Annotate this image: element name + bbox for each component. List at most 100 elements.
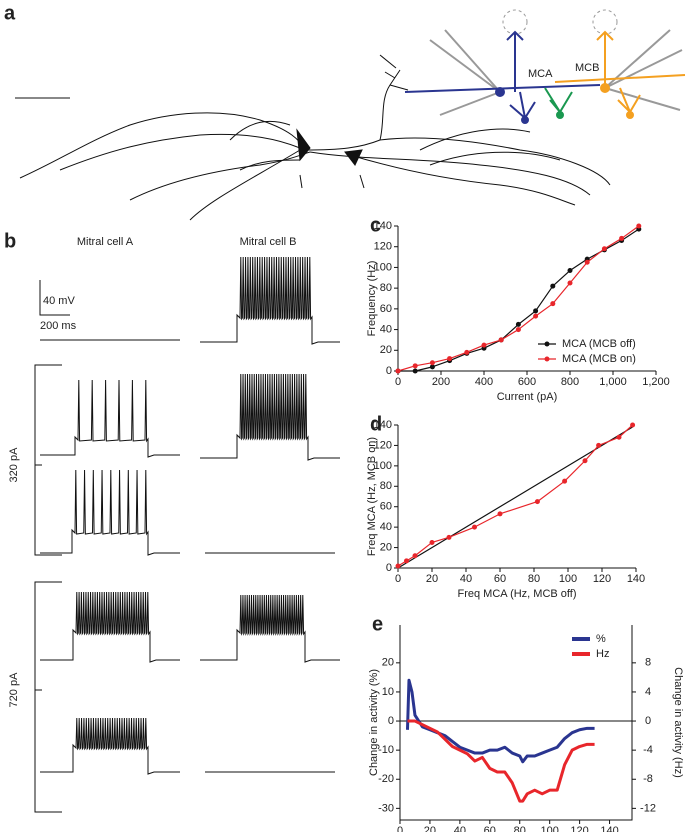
legend-label: MCA (MCB off)	[562, 338, 636, 350]
scale-bar	[39, 280, 70, 316]
data-point	[534, 499, 540, 505]
y-tick-label: 120	[374, 241, 392, 253]
x-axis-label: Current (pA)	[497, 391, 558, 403]
charts: c0 200 400 600 800 1,000 1,2000204060801001201…	[366, 214, 684, 832]
y-tick-label: 40	[380, 323, 392, 335]
x-tick-label: 800	[561, 376, 579, 388]
y-tick-label: 10	[382, 686, 394, 698]
y2-tick-label: 0	[645, 715, 651, 727]
y-tick-label: -10	[378, 744, 394, 756]
y-tick-label: 100	[374, 460, 392, 472]
y-tick-label: 140	[374, 419, 392, 431]
data-point	[596, 442, 602, 448]
x-tick-label: 0	[397, 825, 403, 832]
y2-tick-label: 8	[645, 657, 651, 669]
trace	[40, 379, 180, 458]
data-point	[562, 478, 568, 484]
data-point	[584, 259, 590, 265]
legend-label: MCA (MCB on)	[562, 353, 636, 365]
legend-label: Hz	[596, 648, 609, 660]
x-tick-label: 140	[627, 573, 645, 585]
y-tick-label: 20	[382, 657, 394, 669]
y2-tick-label: -12	[640, 802, 656, 814]
y2-tick-label: 4	[645, 686, 651, 698]
panel-letter: d	[370, 413, 382, 435]
y-tick-label: 60	[380, 501, 392, 513]
y-tick-label: 80	[380, 480, 392, 492]
x-tick-label: 400	[475, 376, 493, 388]
data-line	[405, 678, 595, 764]
x-axis-label: Freq MCA (Hz, MCB off)	[458, 588, 577, 600]
bracket	[34, 581, 62, 813]
y-tick-label: 40	[380, 521, 392, 533]
data-point	[636, 223, 642, 229]
x-tick-label: 120	[570, 825, 588, 832]
data-point	[429, 360, 435, 366]
scale-label: 200 ms	[40, 320, 77, 332]
data-point	[446, 534, 452, 540]
scale-label: 40 mV	[43, 295, 75, 307]
y-tick-label: -30	[378, 802, 394, 814]
data-line	[397, 426, 633, 569]
current-label: 320 pA	[8, 447, 20, 483]
y-tick-label: 60	[380, 303, 392, 315]
data-point	[429, 364, 435, 370]
y-tick-label: 120	[374, 439, 392, 451]
neuron-drawing	[19, 54, 611, 221]
x-tick-label: 80	[528, 573, 540, 585]
x-tick-label: 0	[395, 376, 401, 388]
trace	[200, 373, 340, 461]
data-point	[630, 422, 636, 428]
data-line	[407, 719, 595, 803]
axis	[399, 625, 633, 821]
y-axis-label: Freq MCA (Hz, MCB on)	[366, 437, 378, 556]
data-point	[412, 368, 418, 374]
y-tick-label: 100	[374, 261, 392, 273]
legend-marker	[544, 341, 550, 347]
x-tick-label: 60	[494, 573, 506, 585]
y-axis-label: Frequency (Hz)	[366, 261, 378, 337]
x-tick-label: 20	[426, 573, 438, 585]
data-point	[533, 313, 539, 319]
data-point	[616, 434, 622, 440]
schematic	[404, 9, 686, 124]
trace	[40, 591, 180, 663]
column-title: Mitral cell A	[77, 236, 134, 248]
bracket	[34, 364, 62, 556]
x-tick-label: 100	[540, 825, 558, 832]
y-axis-label: Change in activity (%)	[368, 669, 380, 776]
data-point	[582, 458, 588, 464]
x-tick-label: 80	[514, 825, 526, 832]
x-tick-label: 120	[593, 573, 611, 585]
y-tick-label: 20	[380, 541, 392, 553]
data-point	[472, 524, 477, 530]
x-tick-label: 100	[559, 573, 577, 585]
data-point	[395, 563, 401, 569]
data-point	[395, 368, 401, 374]
x-tick-label: 0	[395, 573, 401, 585]
panel-letter: b	[4, 230, 16, 252]
x-tick-label: 1,200	[642, 376, 670, 388]
x-tick-label: 20	[424, 825, 436, 832]
panel-letter: c	[370, 214, 381, 236]
traces	[40, 256, 340, 775]
trace	[200, 256, 340, 345]
panel-letter: e	[372, 613, 383, 635]
y-tick-label: 0	[388, 715, 394, 727]
trace	[40, 717, 180, 775]
data-point	[567, 280, 573, 286]
legend-marker	[544, 356, 550, 362]
legend-label: %	[596, 633, 606, 645]
panel-letter: a	[4, 2, 16, 24]
data-point	[533, 308, 539, 314]
data-point	[464, 349, 470, 355]
y-tick-label: 80	[380, 282, 392, 294]
y2-axis-label: Change in activity (Hz)	[672, 667, 684, 778]
data-point	[412, 553, 418, 559]
x-tick-label: 40	[460, 573, 472, 585]
data-point	[497, 511, 503, 517]
x-tick-label: 60	[484, 825, 496, 832]
data-point	[515, 327, 521, 333]
x-tick-label: 140	[600, 825, 618, 832]
